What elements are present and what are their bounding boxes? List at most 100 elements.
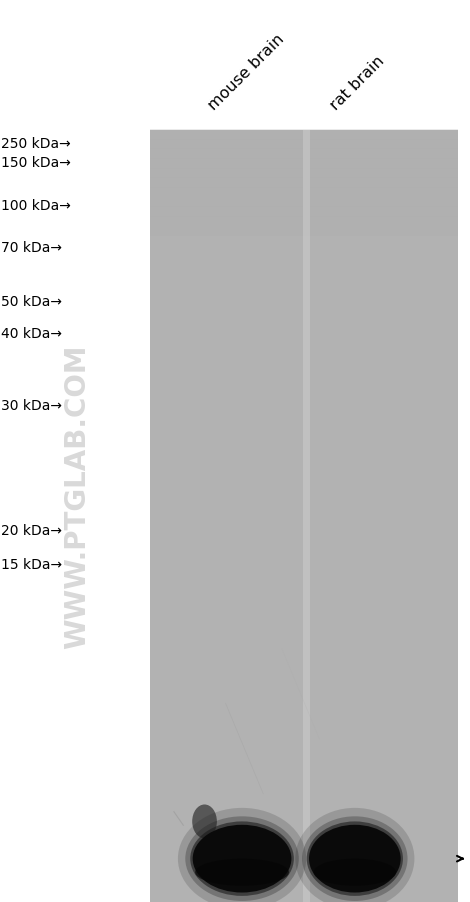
Text: 100 kDa→: 100 kDa→ (1, 198, 71, 213)
Bar (150, 583, 458, 594)
Bar (150, 554, 458, 565)
Text: 20 kDa→: 20 kDa→ (1, 523, 62, 538)
Bar (150, 313, 458, 324)
Text: 70 kDa→: 70 kDa→ (1, 241, 62, 255)
Bar (150, 872, 458, 883)
Bar (150, 362, 458, 372)
Bar (150, 419, 458, 429)
Bar (150, 660, 458, 671)
Text: mouse brain: mouse brain (205, 32, 287, 113)
Bar (150, 198, 458, 208)
Bar (150, 274, 458, 285)
Bar (150, 149, 458, 160)
Bar (150, 169, 458, 179)
Bar (150, 640, 458, 651)
Text: 15 kDa→: 15 kDa→ (1, 557, 62, 572)
Bar (150, 516, 458, 526)
Bar (150, 486, 458, 497)
Bar (150, 574, 458, 584)
Bar (150, 130, 458, 141)
Bar (150, 467, 458, 478)
Bar (150, 457, 458, 468)
Bar (150, 159, 458, 170)
Bar (150, 381, 458, 391)
Bar (150, 140, 458, 150)
Bar (150, 400, 458, 410)
Bar (150, 689, 458, 700)
Bar (150, 669, 458, 680)
Bar (150, 410, 458, 420)
Bar (150, 786, 458, 796)
Bar (150, 178, 458, 189)
Ellipse shape (190, 822, 294, 896)
Bar (150, 747, 458, 758)
Bar (150, 284, 458, 295)
Bar (150, 612, 458, 622)
Bar (150, 862, 458, 873)
Bar (150, 342, 458, 353)
Bar (150, 236, 458, 246)
Bar (150, 564, 458, 575)
Bar (150, 352, 458, 363)
Text: WWW.PTGLAB.COM: WWW.PTGLAB.COM (63, 344, 92, 649)
Text: rat brain: rat brain (328, 53, 388, 113)
Bar (150, 216, 458, 227)
Bar (150, 621, 458, 632)
Bar (150, 708, 458, 719)
Ellipse shape (195, 859, 289, 886)
Ellipse shape (192, 805, 217, 839)
Text: 150 kDa→: 150 kDa→ (1, 155, 71, 170)
Ellipse shape (295, 808, 415, 902)
Bar (150, 477, 458, 487)
Bar (150, 737, 458, 748)
Ellipse shape (313, 859, 396, 886)
Ellipse shape (193, 824, 291, 893)
Bar (150, 525, 458, 536)
Bar (150, 188, 458, 198)
Text: 30 kDa→: 30 kDa→ (1, 399, 62, 413)
Bar (150, 679, 458, 690)
Bar (150, 255, 458, 266)
Bar (150, 506, 458, 516)
Ellipse shape (178, 808, 306, 902)
Bar (150, 631, 458, 641)
Bar (150, 294, 458, 304)
Bar (150, 650, 458, 661)
Bar (150, 766, 458, 777)
Bar (150, 323, 458, 333)
Bar (150, 853, 458, 863)
Text: 40 kDa→: 40 kDa→ (1, 327, 62, 341)
Ellipse shape (185, 816, 299, 901)
Bar (150, 131, 458, 902)
Bar (150, 265, 458, 275)
Bar (150, 448, 458, 458)
Bar (150, 496, 458, 507)
Bar (150, 545, 458, 555)
Bar (150, 245, 458, 256)
Bar (150, 843, 458, 854)
Bar (150, 428, 458, 439)
Bar (150, 391, 458, 400)
Bar (150, 226, 458, 237)
Bar (303, 131, 310, 902)
Bar (150, 824, 458, 834)
Bar (150, 833, 458, 844)
Bar (150, 593, 458, 603)
Bar (150, 718, 458, 729)
Ellipse shape (309, 824, 400, 893)
Bar (150, 303, 458, 314)
Text: 50 kDa→: 50 kDa→ (1, 294, 62, 308)
Bar (150, 805, 458, 815)
Bar (150, 207, 458, 217)
Bar (150, 882, 458, 892)
Text: 250 kDa→: 250 kDa→ (1, 137, 70, 152)
Bar (150, 891, 458, 902)
Bar (150, 371, 458, 382)
Bar (150, 332, 458, 343)
Bar (150, 535, 458, 546)
Bar (150, 699, 458, 709)
Bar (150, 795, 458, 805)
Bar (150, 438, 458, 449)
Ellipse shape (307, 822, 403, 896)
Bar (150, 603, 458, 612)
